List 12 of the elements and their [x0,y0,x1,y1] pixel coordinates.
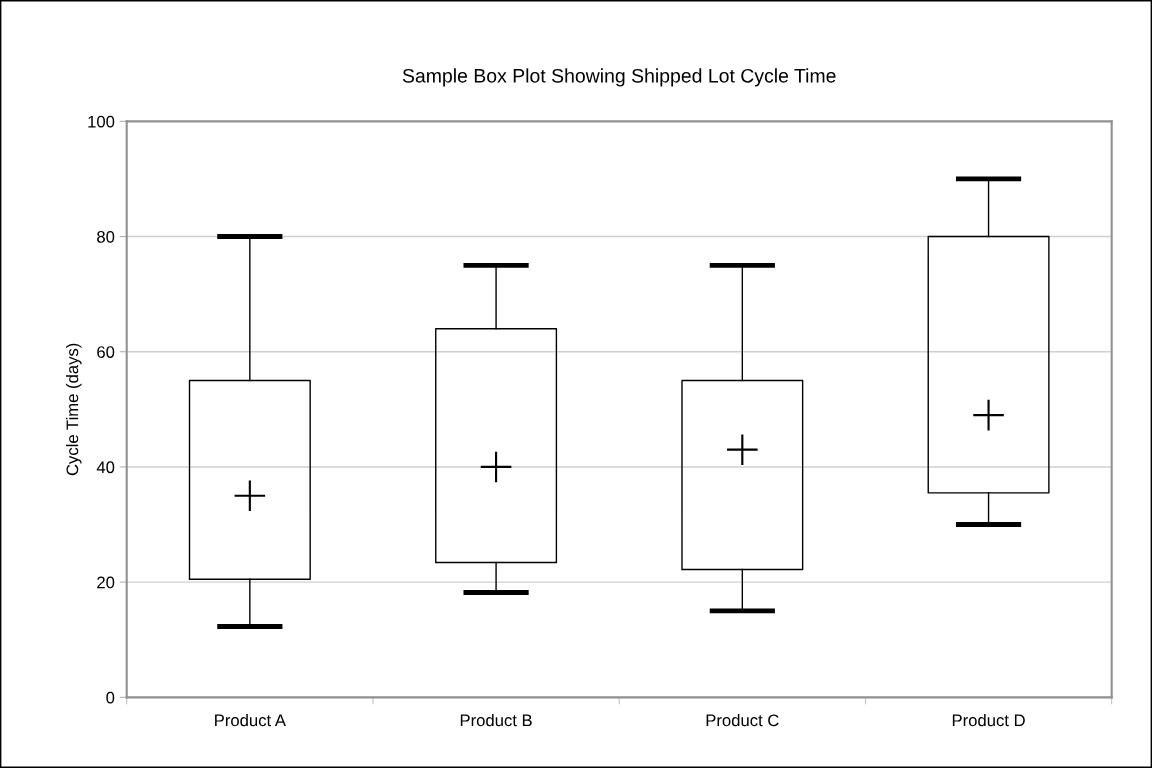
chart-title: Sample Box Plot Showing Shipped Lot Cycle Time [402,68,836,87]
x-tick-label: Product D [952,714,1025,727]
y-tick-label: 0 [106,691,115,704]
x-tick-label: Product A [215,714,286,727]
y-tick-label: 40 [96,461,115,474]
y-tick-label: 60 [97,346,115,358]
x-tick-label: Product C [706,714,779,727]
y-axis-title: Cycle Time (days) [66,343,82,476]
y-tick-label: 80 [97,230,115,243]
y-tick-label: 20 [97,576,115,589]
y-tick-label: 100 [88,115,115,128]
x-tick-label: Product B [460,714,532,727]
